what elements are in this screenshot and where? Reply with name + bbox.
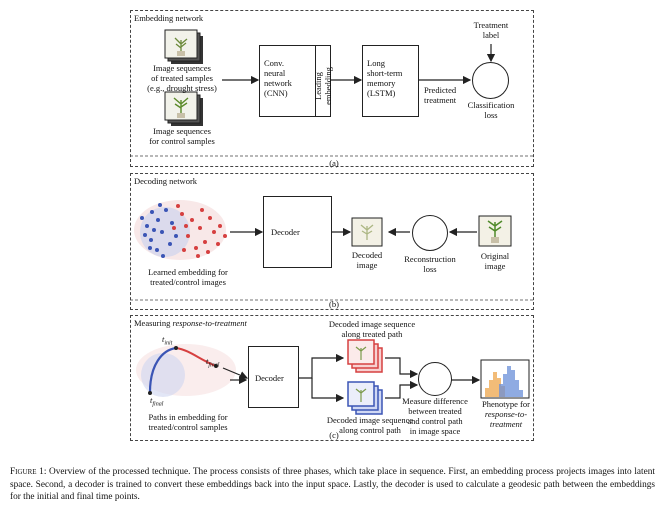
- measure-difference-label: Measure difference between treated and con…: [402, 396, 468, 436]
- panel-a-tag: (a): [329, 158, 339, 168]
- decoder-box: [263, 196, 332, 268]
- control-sequence-stack: [347, 381, 383, 415]
- t-final-label-blue: tfinal: [150, 395, 164, 408]
- panel-c: [130, 315, 534, 441]
- treated-sequence-stack: [347, 339, 383, 373]
- treatment-label-text: Treatment label: [473, 20, 509, 40]
- treated-samples-label: Image sequences of treated samples (e.g., …: [147, 63, 217, 93]
- paths-embedding-label: Paths in embedding for treated/control sa…: [148, 412, 228, 432]
- reconstruction-loss-node: [412, 215, 448, 251]
- phenotype-label: Phenotype for response-to-treatment: [482, 399, 530, 429]
- phenotype-histogram: [480, 359, 530, 399]
- t-init-label: tinit: [162, 334, 173, 347]
- panel-a: [130, 10, 534, 167]
- panel-b-tag: (b): [329, 299, 339, 309]
- decoder-box-c: [248, 346, 299, 408]
- original-image-label: Original image: [480, 251, 510, 271]
- learned-embedding-label: Learned embedding for treated/control ima…: [148, 267, 228, 287]
- lstm-box: [362, 45, 419, 117]
- decoded-control-label: Decoded image sequence along control path: [326, 415, 414, 435]
- decoded-image-thumb: [351, 217, 383, 247]
- classification-loss-node: [472, 62, 509, 99]
- original-image-thumb: [478, 215, 512, 247]
- measure-difference-node: [418, 362, 452, 396]
- decoder-label-c: Decoder: [255, 373, 284, 383]
- t-final-label-red: tfinal: [206, 356, 220, 369]
- embedding-scatter: [134, 200, 227, 260]
- cnn-label: Conv. neural network (CNN): [264, 58, 292, 98]
- decoded-image-label: Decoded image: [351, 250, 383, 270]
- lstm-label: Long short-term memory (LSTM): [367, 58, 403, 98]
- panel-b-title: Decoding network: [134, 176, 198, 186]
- paths-embedding-plot: [136, 344, 236, 397]
- decoder-label: Decoder: [271, 227, 300, 237]
- control-image-stack: [164, 91, 203, 126]
- leading-embedding-label: Leading embedding: [313, 67, 333, 105]
- classification-loss-label: Classification loss: [467, 100, 515, 120]
- decoded-treated-label: Decoded image sequence along treated path: [328, 319, 416, 339]
- treated-image-stack: [164, 29, 203, 64]
- predicted-treatment-label: Predicted treatment: [424, 85, 457, 105]
- cnn-box: [259, 45, 331, 117]
- panel-a-title: Embedding network: [134, 13, 204, 23]
- panel-b: [130, 173, 534, 310]
- control-samples-label: Image sequences for control samples: [149, 126, 215, 146]
- figure-caption: Figure 1: Overview of the processed tech…: [10, 467, 655, 503]
- panel-c-title: Measuring response-to-treatment: [134, 318, 247, 328]
- reconstruction-loss-label: Reconstruction loss: [404, 254, 456, 274]
- panel-c-tag: (c): [329, 430, 339, 440]
